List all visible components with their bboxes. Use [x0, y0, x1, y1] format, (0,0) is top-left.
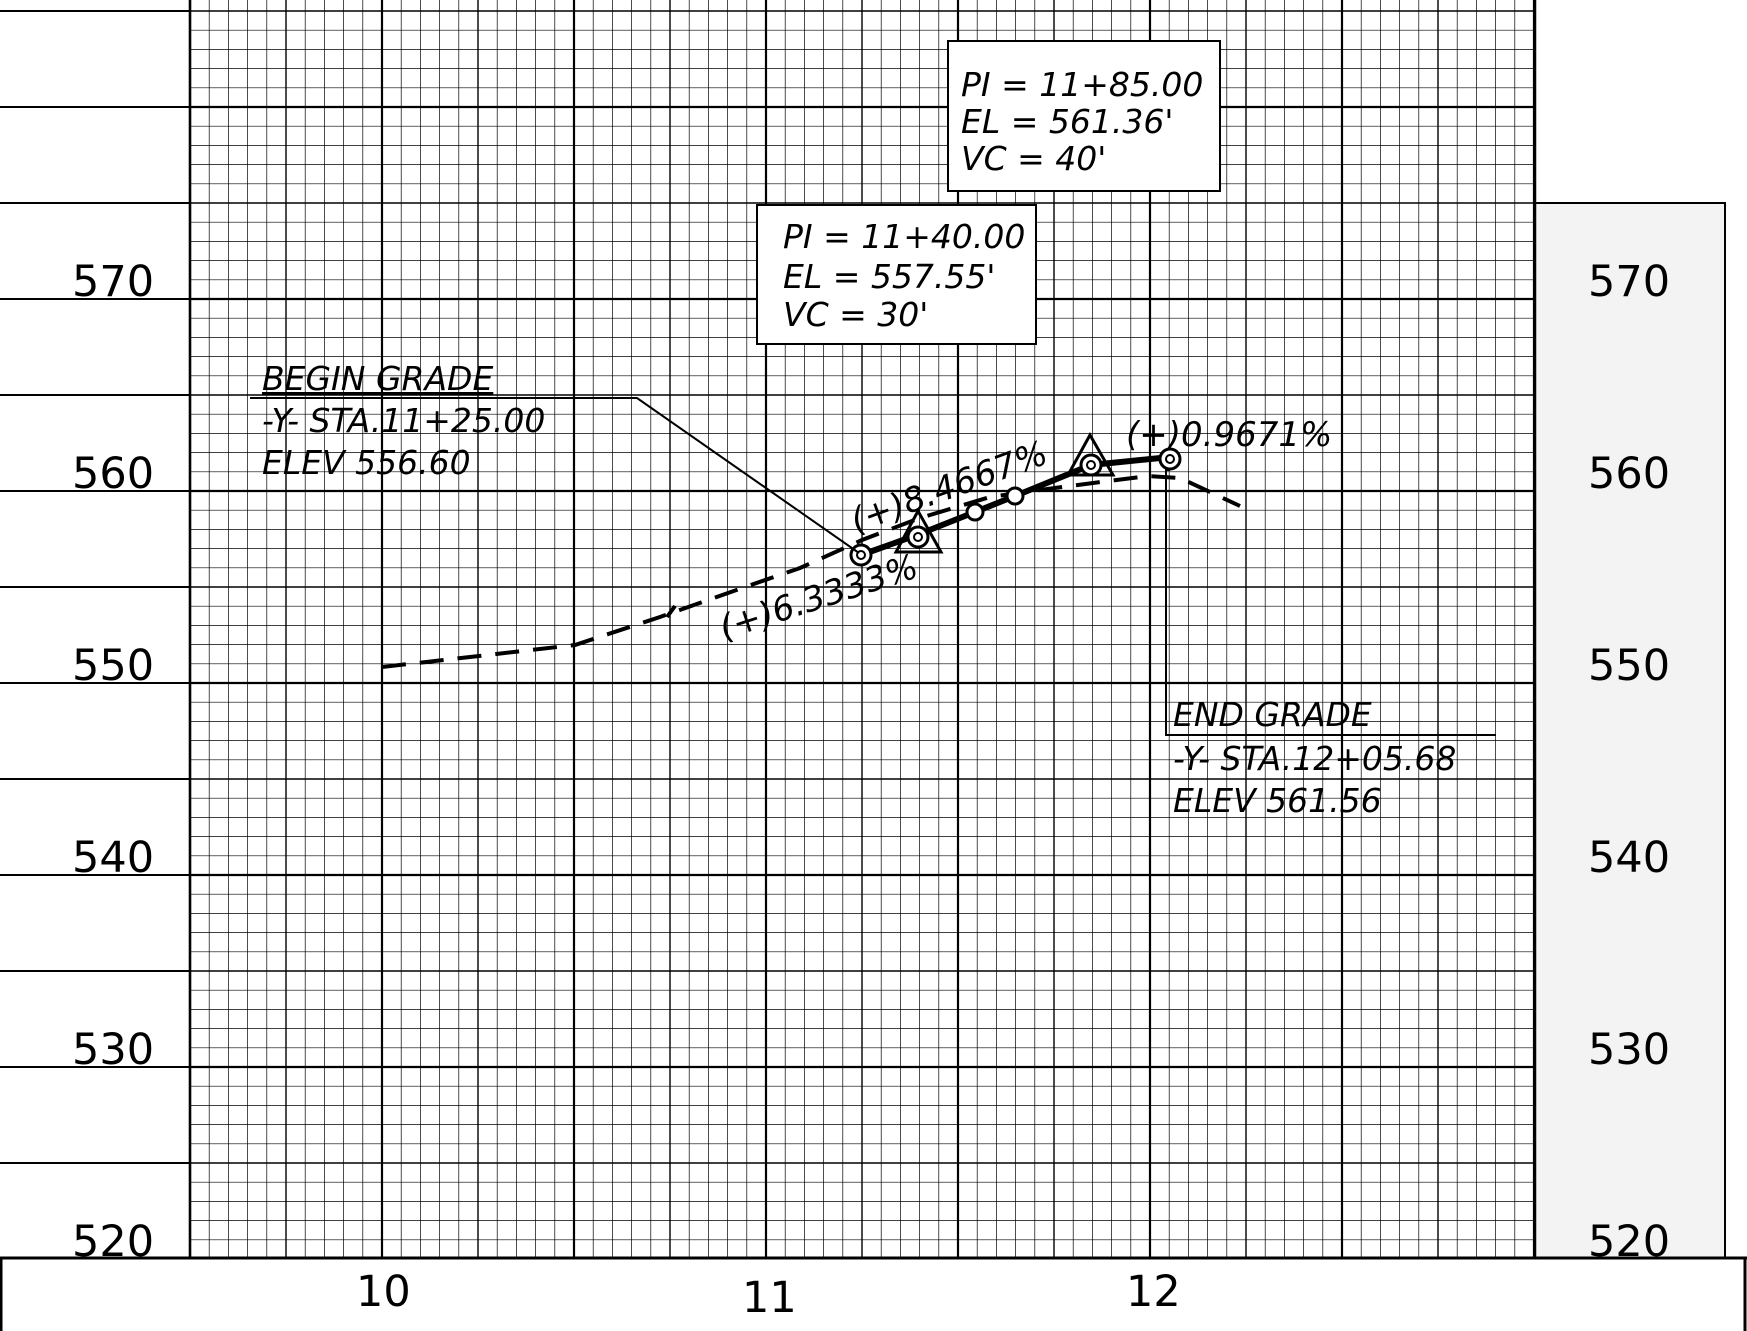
pvi-triangle-1	[893, 507, 944, 554]
end-grade-title: END GRADE	[1173, 695, 1372, 734]
elev-label-right-530: 530	[1588, 1025, 1670, 1075]
elev-label-left-530: 530	[72, 1025, 154, 1075]
right-elevation-labels: 570 560 550 540 530 520	[1588, 257, 1670, 1267]
grade-point	[906, 525, 930, 549]
begin-grade-station: -Y- STA.11+25.00	[262, 401, 545, 440]
ground-tick-mark	[665, 604, 677, 619]
elev-label-left-550: 550	[72, 641, 154, 691]
station-label-10: 10	[356, 1267, 411, 1317]
grade-point	[1079, 453, 1103, 477]
grid	[0, 0, 1537, 1258]
pi-box-upper-el: EL = 561.36'	[961, 102, 1173, 141]
pi-box-lower-el: EL = 557.55'	[783, 257, 995, 296]
pi-box-upper-pi: PI = 11+85.00	[961, 65, 1203, 104]
pi-box-upper-vc: VC = 40'	[961, 139, 1106, 178]
end-grade-leader	[1165, 469, 1496, 736]
elev-label-right-520: 520	[1588, 1217, 1670, 1267]
grade-point	[965, 502, 985, 522]
grade-point-inner	[856, 550, 866, 560]
begin-grade-elev: ELEV 556.60	[262, 443, 471, 482]
left-elevation-labels: 570 560 550 540 530 520	[72, 257, 154, 1267]
station-label-11: 11	[742, 1273, 797, 1323]
pi-box-lower-pi: PI = 11+40.00	[783, 217, 1025, 256]
elev-label-right-540: 540	[1588, 833, 1670, 883]
station-label-12: 12	[1126, 1267, 1181, 1317]
grade-point-inner	[913, 532, 923, 542]
pi-box-lower-vc: VC = 30'	[783, 295, 928, 334]
station-labels: 10 11 12	[356, 1267, 1181, 1323]
grade-label-3: (+)0.9671%	[1126, 415, 1332, 455]
elev-label-left-560: 560	[72, 449, 154, 499]
pi-box-upper	[947, 40, 1221, 192]
elev-label-left-570: 570	[72, 257, 154, 307]
elev-label-right-570: 570	[1588, 257, 1670, 307]
elev-label-right-560: 560	[1588, 449, 1670, 499]
grade-label-1: (+)6.3333%	[714, 547, 923, 649]
begin-grade-title: BEGIN GRADE	[262, 359, 493, 398]
grade-point-inner	[1165, 454, 1175, 464]
right-title-panel	[1534, 202, 1726, 1259]
begin-grade-leader	[250, 397, 860, 554]
grade-point	[1005, 486, 1025, 506]
elev-label-left-540: 540	[72, 833, 154, 883]
elev-label-left-520: 520	[72, 1217, 154, 1267]
end-grade-elev: ELEV 561.56	[1173, 781, 1382, 820]
grade-point-inner	[1086, 460, 1096, 470]
existing-ground-line	[381, 473, 1241, 669]
end-grade-station: -Y- STA.12+05.68	[1173, 739, 1456, 778]
pi-box-lower	[756, 204, 1037, 345]
elev-label-right-550: 550	[1588, 641, 1670, 691]
